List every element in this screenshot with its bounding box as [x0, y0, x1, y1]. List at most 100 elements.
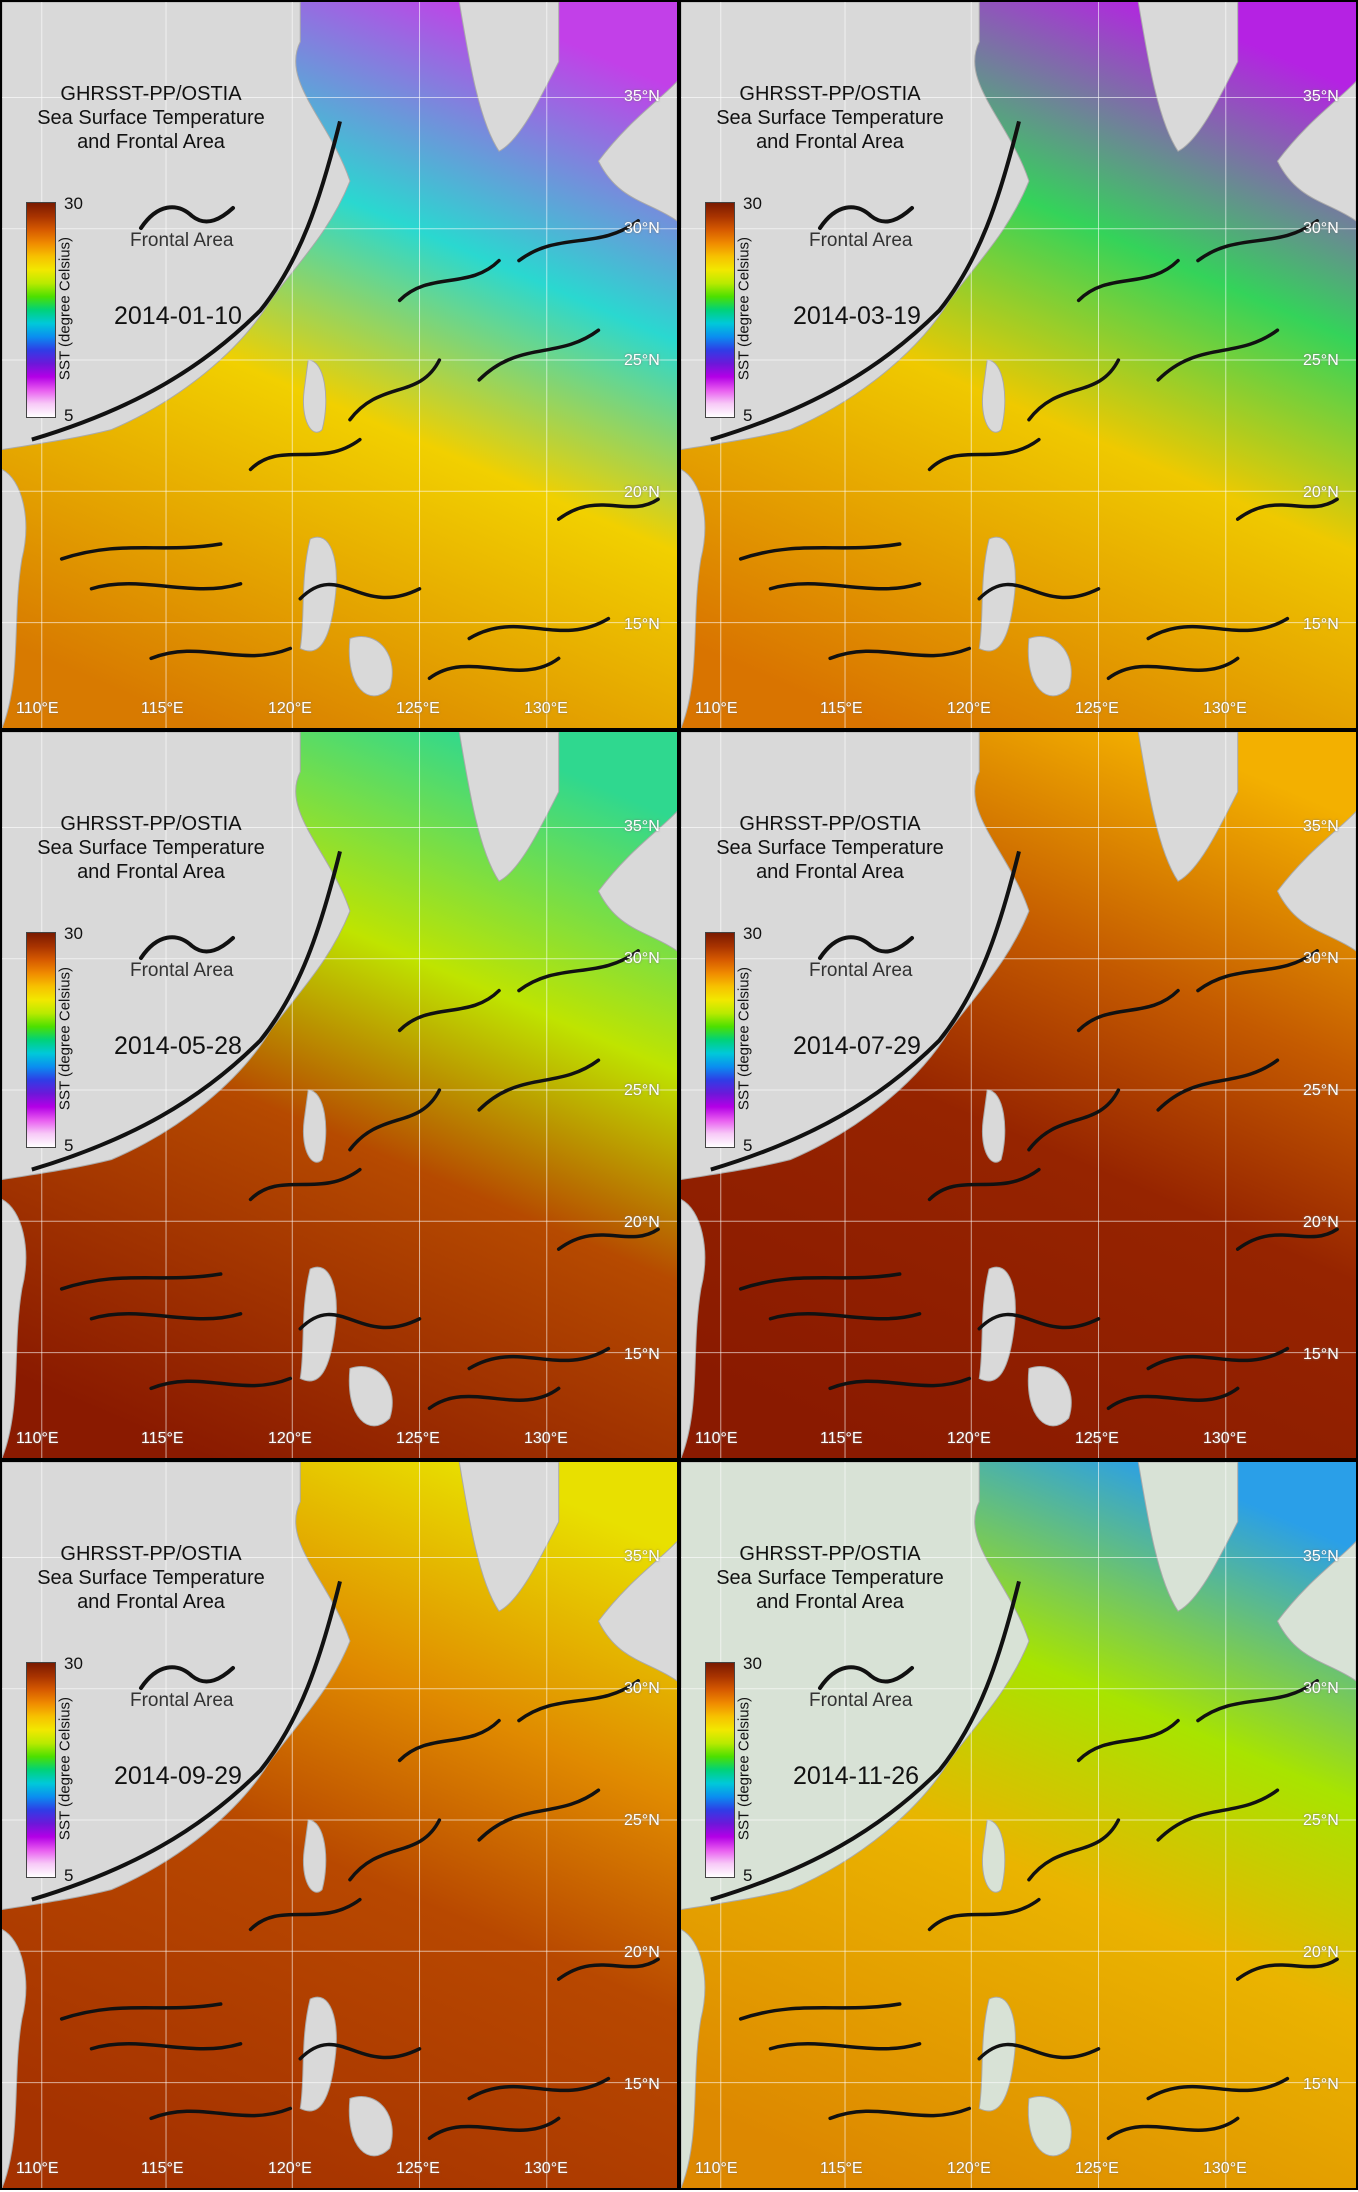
latitude-label: 15°N	[1303, 1346, 1339, 1363]
japan-landmass	[1276, 80, 1356, 222]
frontal-line	[59, 1272, 223, 1291]
frontal-line	[927, 1897, 1041, 1932]
latitude-label: 15°N	[624, 616, 660, 633]
longitude-label: 120°E	[947, 700, 991, 717]
frontal-line	[768, 1312, 922, 1321]
frontal-line	[1156, 328, 1280, 382]
frontal-line	[149, 646, 293, 661]
frontal-line	[1106, 1386, 1240, 1411]
latitude-label: 30°N	[1303, 1680, 1339, 1697]
frontal-area-legend-icon	[818, 205, 914, 230]
colorbar-max-label: 30	[64, 194, 83, 213]
frontal-line	[248, 1167, 362, 1202]
map-title-line: and Frontal Area	[756, 1591, 904, 1613]
longitude-label: 125°E	[1075, 700, 1119, 717]
frontal-line	[977, 582, 1101, 601]
frontal-area-legend-icon	[818, 1665, 914, 1690]
map-panel-3: GHRSST-PP/OSTIA Sea Surface Temperature an…	[0, 730, 679, 1460]
map-title: GHRSST-PP/OSTIA Sea Surface Temperature an…	[695, 82, 965, 154]
sst-colorbar	[705, 1662, 735, 1878]
frontal-area-legend-label: Frontal Area	[130, 230, 234, 251]
indochina-landmass	[2, 1198, 27, 1458]
map-panel-5: GHRSST-PP/OSTIA Sea Surface Temperature an…	[0, 1460, 679, 2190]
korea-landmass	[458, 2, 560, 152]
latitude-label: 30°N	[624, 950, 660, 967]
longitude-label: 115°E	[820, 700, 863, 717]
frontal-line	[517, 1679, 640, 1723]
latitude-label: 25°N	[1303, 1082, 1339, 1099]
frontal-line	[1156, 1788, 1280, 1842]
map-title-line: GHRSST-PP/OSTIA	[60, 813, 242, 835]
map-title-line: Sea Surface Temperature	[716, 1567, 944, 1589]
frontal-line	[828, 1376, 972, 1391]
sst-colorbar	[705, 932, 735, 1148]
frontal-line	[1146, 2076, 1290, 2101]
frontal-line	[397, 258, 501, 303]
colorbar-min-label: 5	[64, 406, 74, 425]
longitude-label: 120°E	[268, 700, 312, 717]
longitude-label: 120°E	[268, 2160, 312, 2177]
philippine-islands	[348, 1366, 393, 1427]
frontal-line	[1146, 1346, 1290, 1371]
longitude-label: 125°E	[396, 1430, 440, 1447]
korea-landmass	[1137, 1462, 1239, 1612]
frontal-line	[477, 1058, 601, 1112]
colorbar-max-label: 30	[743, 924, 762, 943]
latitude-label: 25°N	[1303, 352, 1339, 369]
frontal-line	[1027, 1088, 1121, 1152]
taiwan-landmass	[981, 1819, 1006, 1893]
philippine-islands	[348, 2096, 393, 2157]
frontal-line	[1076, 988, 1180, 1033]
frontal-line	[298, 1312, 422, 1331]
map-title-line: Sea Surface Temperature	[37, 837, 265, 859]
frontal-line	[517, 949, 640, 993]
latitude-label: 15°N	[624, 1346, 660, 1363]
frontal-line	[31, 850, 342, 1172]
frontal-line	[927, 437, 1041, 472]
frontal-line	[1106, 656, 1240, 681]
longitude-label: 125°E	[396, 2160, 440, 2177]
panel-date: 2014-03-19	[793, 302, 921, 330]
sst-map	[2, 1462, 677, 2188]
frontal-line	[427, 656, 561, 681]
sst-map	[681, 732, 1356, 1458]
sst-map	[681, 2, 1356, 728]
longitude-label: 115°E	[141, 2160, 184, 2177]
frontal-area-legend-label: Frontal Area	[809, 230, 913, 251]
frontal-line	[556, 1227, 660, 1251]
longitude-label: 110°E	[695, 2160, 738, 2177]
frontal-line	[1027, 358, 1121, 422]
longitude-label: 130°E	[524, 2160, 568, 2177]
frontal-line	[1156, 1058, 1280, 1112]
latitude-label: 20°N	[1303, 484, 1339, 501]
japan-landmass	[597, 1540, 677, 1682]
map-title-line: GHRSST-PP/OSTIA	[60, 83, 242, 105]
longitude-label: 130°E	[524, 700, 568, 717]
frontal-line	[59, 2002, 223, 2021]
frontal-line	[248, 437, 362, 472]
map-title-line: and Frontal Area	[77, 861, 225, 883]
longitude-label: 125°E	[1075, 1430, 1119, 1447]
indochina-landmass	[2, 1928, 27, 2188]
map-title: GHRSST-PP/OSTIA Sea Surface Temperature an…	[16, 1542, 286, 1614]
latitude-label: 25°N	[624, 1082, 660, 1099]
frontal-line	[1106, 2116, 1240, 2141]
frontal-line	[768, 582, 922, 591]
frontal-line	[738, 2002, 902, 2021]
frontal-line	[298, 2042, 422, 2061]
frontal-line	[89, 582, 243, 591]
longitude-label: 120°E	[268, 1430, 312, 1447]
frontal-line	[1196, 1679, 1319, 1723]
longitude-label: 125°E	[396, 700, 440, 717]
colorbar-min-label: 5	[743, 406, 753, 425]
colorbar-max-label: 30	[64, 1654, 83, 1673]
colorbar-title: SST (degree Celsius)	[735, 966, 753, 1111]
map-title-line: and Frontal Area	[756, 861, 904, 883]
map-panel-2: GHRSST-PP/OSTIA Sea Surface Temperature an…	[679, 0, 1358, 730]
longitude-label: 125°E	[1075, 2160, 1119, 2177]
longitude-label: 115°E	[141, 1430, 184, 1447]
frontal-line	[477, 1788, 601, 1842]
latitude-label: 25°N	[624, 352, 660, 369]
colorbar-title: SST (degree Celsius)	[56, 236, 74, 381]
colorbar-max-label: 30	[743, 194, 762, 213]
